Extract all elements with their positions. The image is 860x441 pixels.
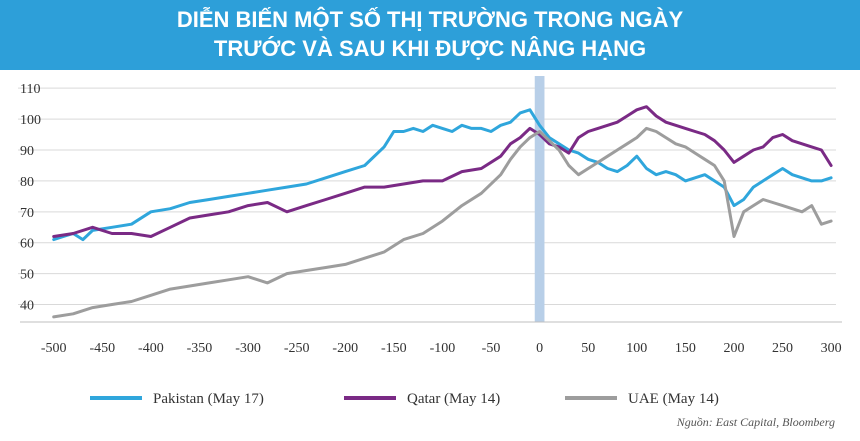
x-tick-label: 100 xyxy=(626,341,647,356)
series-line-2 xyxy=(52,105,833,238)
highlight-band xyxy=(534,76,545,322)
x-tick-label: 300 xyxy=(821,341,842,356)
x-tick-label: -150 xyxy=(381,341,407,356)
y-tick-label: 100 xyxy=(20,113,41,128)
x-tick-label: 50 xyxy=(581,341,595,356)
title-banner: DIỄN BIẾN MỘT SỐ THỊ TRƯỜNG TRONG NGÀY T… xyxy=(0,0,860,70)
y-tick-label: 40 xyxy=(20,299,34,314)
source-note: Nguồn: East Capital, Bloomberg xyxy=(676,415,835,429)
y-tick-label: 60 xyxy=(20,237,34,252)
x-tick-label: -350 xyxy=(187,341,213,356)
chart-area: 40 50 60 70 80 90 100 110 -500 -450 -400 -350 -300 -2… xyxy=(0,70,860,441)
x-tick-label: 200 xyxy=(723,341,744,356)
x-tick-label: -450 xyxy=(89,341,115,356)
y-tick-label: 90 xyxy=(20,144,34,159)
title-line-1: DIỄN BIẾN MỘT SỐ THỊ TRƯỜNG TRONG NGÀY xyxy=(176,7,684,32)
x-tick-label: -250 xyxy=(284,341,310,356)
x-tick-label: -300 xyxy=(235,341,261,356)
x-tick-label: -500 xyxy=(41,341,67,356)
y-tick-label: 80 xyxy=(20,175,34,190)
title-line-2: TRƯỚC VÀ SAU KHI ĐƯỢC NÂNG HẠNG xyxy=(213,36,647,61)
x-tick-label: -400 xyxy=(138,341,164,356)
x-tick-label: -50 xyxy=(482,341,501,356)
y-tick-label: 70 xyxy=(20,206,34,221)
series-line-3 xyxy=(52,126,833,319)
x-tick-label: 150 xyxy=(675,341,696,356)
legend-label-3: UAE (May 14) xyxy=(628,391,719,407)
y-tick-label: 50 xyxy=(20,268,34,283)
x-tick-label: -100 xyxy=(430,341,456,356)
legend-label-2: Qatar (May 14) xyxy=(407,391,500,407)
x-tick-label: -200 xyxy=(332,341,358,356)
legend-label-1: Pakistan (May 17) xyxy=(153,391,264,407)
y-tick-label: 110 xyxy=(20,82,40,97)
x-tick-label: 0 xyxy=(536,341,543,356)
x-tick-label: 250 xyxy=(772,341,793,356)
